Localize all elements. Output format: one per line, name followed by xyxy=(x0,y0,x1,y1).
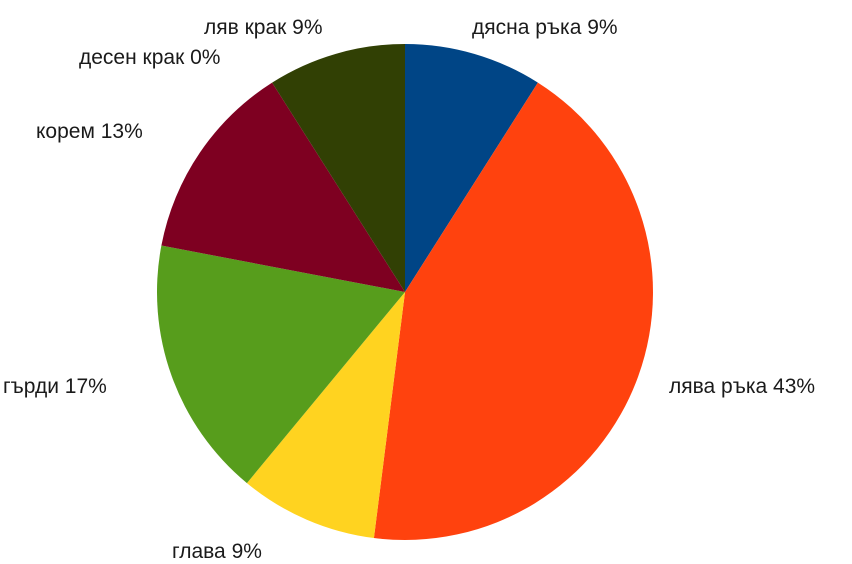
label-dyasna-raka: дясна ръка 9% xyxy=(472,16,618,39)
pie-slice-1 xyxy=(373,82,653,540)
labels-layer: дясна ръка 9% лява ръка 43% глава 9% гър… xyxy=(3,16,815,563)
label-korem: корем 13% xyxy=(36,120,143,143)
pie-slice-4 xyxy=(161,82,405,292)
pie-slice-0 xyxy=(405,44,538,292)
label-glava: глава 9% xyxy=(172,540,262,559)
label-lyava-raka: лява ръка 43% xyxy=(669,375,815,398)
label-gardi: гърди 17% xyxy=(3,375,107,398)
label-lyav-krak: ляв крак 9% xyxy=(204,16,323,39)
pie-slice-6 xyxy=(272,44,405,292)
pie-slice-3 xyxy=(156,245,405,484)
label-desen-krak: десен крак 0% xyxy=(79,46,220,69)
pie-slice-2 xyxy=(246,292,405,539)
slices-layer xyxy=(156,44,653,540)
